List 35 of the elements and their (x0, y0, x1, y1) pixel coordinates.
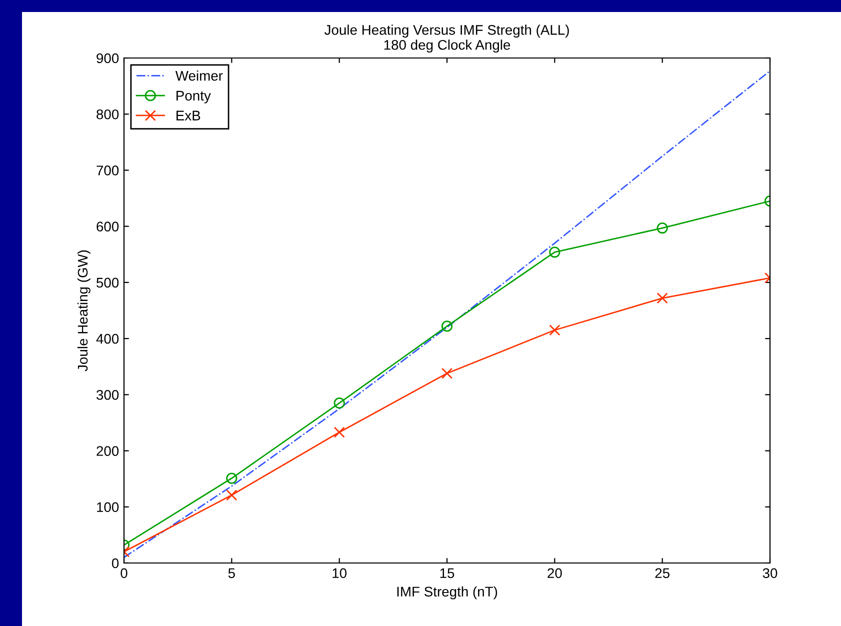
point (441, 368, 453, 379)
point (441, 320, 453, 332)
y-tick-label: 400 (96, 334, 119, 344)
y-tick-label: 700 (96, 166, 119, 176)
legend-label: Ponty (176, 90, 211, 104)
x-axis-title: IMF Stregth (nT) (397, 586, 498, 600)
x-tick-label: 20 (548, 568, 562, 578)
y-axis-title: Joule Heating (GW) (77, 250, 90, 372)
y-tick-label: 800 (96, 109, 119, 120)
point (549, 246, 560, 258)
x-tick-label: 0 (120, 568, 128, 578)
point (334, 398, 345, 409)
y-tick-label: 300 (96, 390, 119, 400)
point (549, 324, 560, 336)
x-tick-label: 25 (655, 568, 670, 578)
line-series (124, 70, 770, 558)
y-tick-label: 900 (96, 53, 119, 64)
point (656, 222, 668, 234)
chart-subtitle: 180 deg Clock Angle (384, 40, 510, 53)
y-tick-label: 200 (96, 446, 119, 456)
point (334, 426, 345, 438)
x-tick-label: 10 (332, 568, 347, 578)
legend-label: ExB (176, 110, 200, 120)
legend-label: Weimer (175, 70, 223, 81)
point (226, 472, 238, 484)
chart-title: Joule Heating Versus IMF Stregth (ALL) (324, 24, 569, 38)
x-tick-label: 15 (440, 568, 454, 578)
y-tick-label: 600 (96, 222, 119, 232)
y-tick-label: 500 (96, 278, 119, 288)
point (226, 490, 238, 501)
x-tick-label: 5 (228, 568, 235, 578)
point (656, 292, 668, 304)
y-tick-label: 100 (97, 502, 119, 512)
x-tick-label: 30 (762, 568, 778, 578)
y-tick-label: 0 (112, 558, 119, 568)
